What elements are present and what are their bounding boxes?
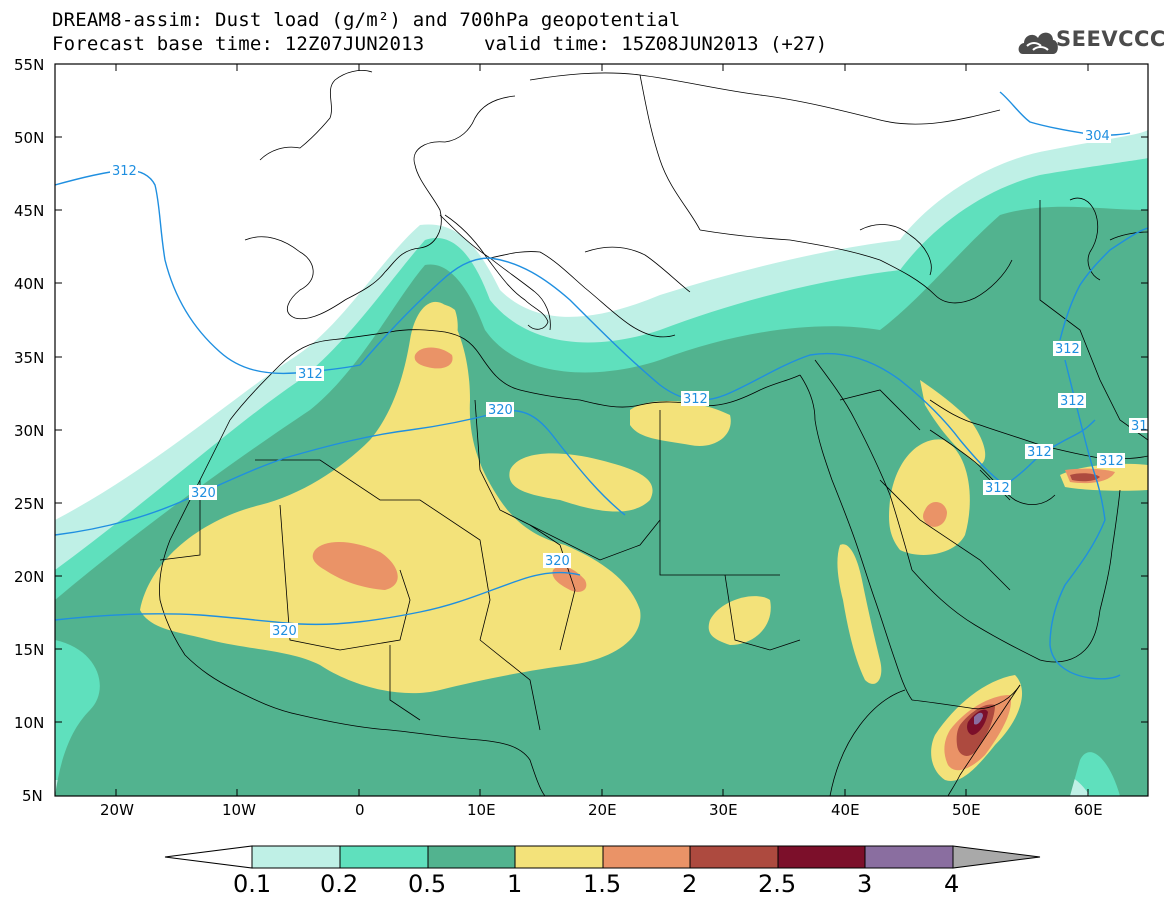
dust-level-1-coast xyxy=(630,400,731,446)
dust-level-3-somalia xyxy=(974,712,983,725)
geopotential-labels: 304 312 312 312 312 312 312 312 312 31 3… xyxy=(110,128,1148,639)
lon-label: 40E xyxy=(831,801,860,819)
colorbar-segment xyxy=(777,845,866,869)
lon-label: 20W xyxy=(100,801,134,819)
cloud-logo-icon xyxy=(1018,32,1058,54)
contour-label: 320 xyxy=(272,624,297,639)
map-title: DREAM8-assim: Dust load (g/m²) and 700hP… xyxy=(52,9,681,31)
dust-level-1-5-algeria xyxy=(414,347,453,369)
colorbar-label: 4 xyxy=(944,870,959,898)
dust-field: 304 312 312 312 312 312 312 312 312 31 3… xyxy=(55,64,1148,796)
lat-label: 40N xyxy=(14,275,44,293)
dust-level-2-gulf xyxy=(1070,473,1100,482)
dust-level-1-main xyxy=(140,301,641,694)
contour-320-south xyxy=(55,571,581,626)
lat-label: 50N xyxy=(14,129,44,147)
lat-label: 25N xyxy=(14,495,44,513)
colorbar-label: 1 xyxy=(507,870,522,898)
contour-label: 312 xyxy=(1027,445,1052,460)
contour-312-east xyxy=(1004,419,1096,486)
contour-304 xyxy=(999,91,1131,136)
lon-label: 50E xyxy=(952,801,981,819)
colorbar-label: 0.2 xyxy=(320,870,358,898)
colorbar-label: 0.5 xyxy=(408,870,446,898)
dust-level-1-redsea xyxy=(837,544,882,684)
colorbar-segment xyxy=(339,845,429,869)
lat-label: 45N xyxy=(14,202,44,220)
contour-label: 304 xyxy=(1085,129,1110,144)
lat-label: 30N xyxy=(14,422,44,440)
contour-label: 312 xyxy=(1060,394,1085,409)
forecast-base-time: Forecast base time: 12Z07JUN2013 xyxy=(52,33,425,55)
lat-label: 35N xyxy=(14,349,44,367)
latitude-axis: 55N 50N 45N 40N 35N 30N 25N 20N 15N 10N … xyxy=(14,56,1148,805)
contour-label: 320 xyxy=(488,403,513,418)
contour-312-iran xyxy=(1059,227,1148,341)
valid-time: valid time: 15Z08JUN2013 (+27) xyxy=(484,33,828,55)
dust-level-1-sudan xyxy=(708,596,771,645)
dust-level-1-arabia xyxy=(889,439,970,555)
contour-label: 312 xyxy=(1099,454,1124,469)
lon-label: 20E xyxy=(588,801,617,819)
contour-label: 320 xyxy=(191,486,216,501)
contour-label: 31 xyxy=(1131,419,1148,434)
lat-label: 5N xyxy=(22,787,43,805)
colorbar-label: 2 xyxy=(682,870,697,898)
colorbar-low-arrow xyxy=(164,845,253,869)
lon-label: 10W xyxy=(222,801,256,819)
dust-level-1-5-arabia xyxy=(923,501,947,527)
dust-level-1-gulf xyxy=(920,380,986,465)
contour-label: 312 xyxy=(112,164,137,179)
lat-label: 10N xyxy=(14,714,44,732)
colorbar-segment xyxy=(514,845,604,869)
dust-level-1-tunisia xyxy=(414,304,458,360)
contour-320-north xyxy=(55,409,626,536)
lon-label: 10E xyxy=(467,801,496,819)
lat-label: 55N xyxy=(14,56,44,74)
colorbar-label: 2.5 xyxy=(758,870,796,898)
longitude-axis: 20W 10W 0 10E 20E 30E 40E 50E 60E xyxy=(100,64,1103,819)
colorbar-segment xyxy=(864,845,954,869)
colorbar-label: 1.5 xyxy=(583,870,621,898)
colorbar-label: 3 xyxy=(857,870,872,898)
colorbar-segment xyxy=(427,845,516,869)
contour-label: 312 xyxy=(298,367,323,382)
colorbar-segment xyxy=(689,845,779,869)
lat-label: 15N xyxy=(14,641,44,659)
colorbar-segment xyxy=(251,845,341,869)
lon-label: 30E xyxy=(709,801,738,819)
colorbar-label: 0.1 xyxy=(233,870,271,898)
dust-level-1-libya xyxy=(509,453,653,512)
lon-label: 0 xyxy=(355,801,365,819)
contour-label: 312 xyxy=(985,481,1010,496)
colorbar-segment xyxy=(602,845,691,869)
contour-312-south xyxy=(1049,519,1121,680)
contour-label: 312 xyxy=(683,392,708,407)
lat-label: 20N xyxy=(14,568,44,586)
lon-label: 60E xyxy=(1074,801,1103,819)
contour-312-loop xyxy=(1064,359,1106,521)
contour-label: 312 xyxy=(1055,342,1080,357)
logo-text: SEEVCCC xyxy=(1056,27,1165,51)
colorbar: 0.1 0.2 0.5 1 1.5 2 2.5 3 4 xyxy=(164,845,1041,898)
dust-level-1-5-mali xyxy=(312,541,398,590)
colorbar-high-arrow xyxy=(952,845,1041,869)
contour-label: 320 xyxy=(545,554,570,569)
